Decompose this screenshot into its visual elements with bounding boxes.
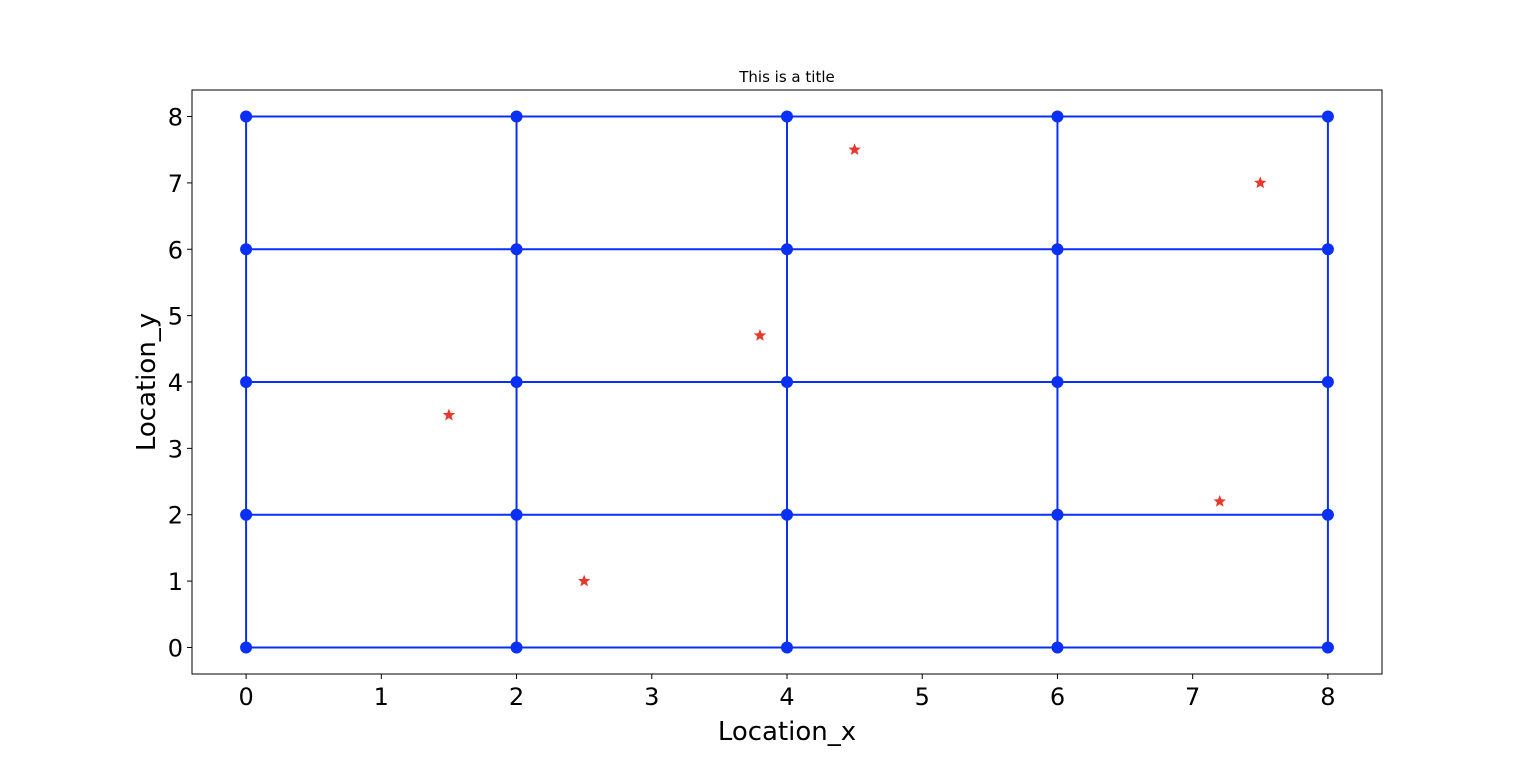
grid-node-point (1051, 110, 1064, 123)
grid-node-point (1321, 508, 1334, 521)
x-tick-label: 6 (1050, 683, 1065, 711)
grid-node-point (1051, 243, 1064, 256)
grid-node-point (510, 376, 523, 388)
y-tick-label: 4 (168, 369, 183, 397)
y-axis-label: Location_y (132, 313, 162, 451)
x-tick-label: 2 (509, 683, 524, 711)
grid-node-point (1321, 641, 1334, 654)
y-tick-label: 3 (168, 435, 183, 463)
y-tick-label: 7 (168, 170, 183, 198)
star-point (442, 408, 456, 421)
grid-node-point (781, 641, 793, 654)
x-tick-label: 0 (238, 683, 253, 711)
grid-nodes (240, 110, 1334, 654)
x-tick-label: 1 (374, 683, 389, 711)
star-point (577, 574, 591, 587)
star-points (442, 143, 1267, 587)
grid-node-point (510, 508, 523, 521)
star-point (753, 329, 767, 341)
star-point (1213, 494, 1226, 507)
y-tick-label: 0 (168, 634, 183, 662)
grid-node-point (510, 110, 523, 123)
grid-node-point (1051, 376, 1064, 388)
x-tick-label: 5 (915, 683, 930, 711)
y-tick-label: 8 (168, 104, 183, 132)
grid-node-point (240, 243, 253, 256)
chart-title: This is a title (738, 68, 834, 86)
axis-ticks: 0 1 2 3 4 5 6 7 8 0 1 2 3 4 5 6 7 8 (168, 104, 1336, 711)
grid-node-point (1051, 508, 1064, 521)
grid-node-point (1321, 376, 1334, 388)
grid-node-point (781, 508, 793, 521)
y-tick-label: 2 (168, 502, 183, 530)
grid-node-point (1051, 641, 1064, 654)
star-point (848, 143, 861, 155)
x-tick-label: 3 (644, 683, 659, 711)
grid-node-point (1321, 243, 1334, 256)
grid-node-point (781, 376, 793, 388)
grid-node-point (781, 243, 793, 256)
grid-node-point (240, 641, 253, 654)
grid-node-point (240, 508, 253, 521)
y-tick-label: 5 (168, 303, 183, 331)
grid-node-point (1321, 110, 1334, 123)
y-tick-label: 6 (168, 236, 183, 264)
grid-node-point (240, 376, 253, 388)
star-point (1254, 176, 1267, 189)
grid-node-point (510, 243, 523, 256)
y-tick-label: 1 (168, 568, 183, 596)
x-tick-label: 4 (779, 683, 794, 711)
x-tick-label: 7 (1185, 683, 1200, 711)
grid-node-point (510, 641, 523, 654)
grid-node-point (240, 110, 253, 123)
x-tick-label: 8 (1320, 683, 1335, 711)
x-axis-label: Location_x (718, 717, 856, 747)
grid-node-point (781, 110, 793, 123)
